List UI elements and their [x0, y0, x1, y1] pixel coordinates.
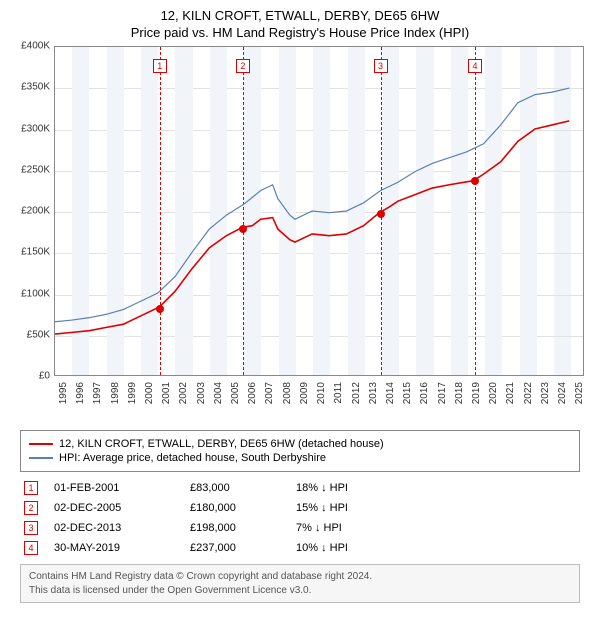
sale-marker-dot — [471, 177, 479, 185]
y-tick-label: £250K — [21, 164, 50, 175]
x-tick-label: 2019 — [471, 382, 482, 404]
y-tick-label: £50K — [27, 329, 50, 340]
sales-row-diff: 7% ↓ HPI — [296, 522, 396, 534]
legend: 12, KILN CROFT, ETWALL, DERBY, DE65 6HW … — [20, 430, 580, 472]
line-series — [55, 47, 583, 375]
x-tick-label: 2009 — [299, 382, 310, 404]
footer-attribution: Contains HM Land Registry data © Crown c… — [20, 564, 580, 603]
x-tick-label: 2006 — [247, 382, 258, 404]
x-tick-label: 2021 — [505, 382, 516, 404]
x-axis: 1995 1996 1997 1998 1999 2000 2001 2002 2003 2004… — [54, 378, 584, 426]
y-tick-label: £150K — [21, 247, 50, 258]
chart: £0£50K£100K£150K£200K£250K£300K£350K£400… — [10, 46, 590, 426]
y-tick-label: £300K — [21, 123, 50, 134]
y-tick-label: £350K — [21, 82, 50, 93]
sales-row-price: £237,000 — [190, 542, 280, 554]
x-tick-label: 2018 — [454, 382, 465, 404]
y-tick-label: £400K — [21, 41, 50, 52]
x-tick-label: 2010 — [316, 382, 327, 404]
sales-row: 2 02-DEC-2005 £180,000 15% ↓ HPI — [20, 498, 580, 518]
x-tick-label: 1998 — [110, 382, 121, 404]
sales-row-price: £83,000 — [190, 482, 280, 494]
sales-row: 3 02-DEC-2013 £198,000 7% ↓ HPI — [20, 518, 580, 538]
x-tick-label: 2008 — [282, 382, 293, 404]
x-tick-label: 1999 — [127, 382, 138, 404]
footer-line: This data is licensed under the Open Gov… — [29, 584, 571, 598]
legend-item: 12, KILN CROFT, ETWALL, DERBY, DE65 6HW … — [29, 438, 571, 450]
x-tick-label: 2014 — [385, 382, 396, 404]
x-tick-label: 2017 — [437, 382, 448, 404]
x-tick-label: 1997 — [92, 382, 103, 404]
x-tick-label: 2012 — [351, 382, 362, 404]
x-tick-label: 1996 — [75, 382, 86, 404]
x-tick-label: 2001 — [161, 382, 172, 404]
plot-area: 1234 — [54, 46, 584, 376]
x-tick-label: 2005 — [230, 382, 241, 404]
x-tick-label: 2013 — [368, 382, 379, 404]
series-property — [55, 121, 569, 334]
legend-label: HPI: Average price, detached house, Sout… — [59, 452, 326, 464]
sale-marker-dot — [156, 305, 164, 313]
legend-label: 12, KILN CROFT, ETWALL, DERBY, DE65 6HW … — [59, 438, 384, 450]
x-tick-label: 2025 — [574, 382, 585, 404]
legend-swatch — [29, 443, 53, 445]
container: 12, KILN CROFT, ETWALL, DERBY, DE65 6HW … — [0, 0, 600, 611]
x-tick-label: 2015 — [402, 382, 413, 404]
chart-title: 12, KILN CROFT, ETWALL, DERBY, DE65 6HW — [10, 8, 590, 23]
y-tick-label: £0 — [39, 371, 50, 382]
sales-table: 1 01-FEB-2001 £83,000 18% ↓ HPI 2 02-DEC-2005… — [20, 478, 580, 558]
x-tick-label: 1995 — [58, 382, 69, 404]
sales-row: 4 30-MAY-2019 £237,000 10% ↓ HPI — [20, 538, 580, 558]
series-hpi — [55, 88, 569, 322]
sales-row-index: 1 — [24, 481, 38, 495]
x-tick-label: 2016 — [419, 382, 430, 404]
x-tick-label: 2011 — [333, 382, 344, 404]
sales-row-price: £198,000 — [190, 522, 280, 534]
sales-row: 1 01-FEB-2001 £83,000 18% ↓ HPI — [20, 478, 580, 498]
sales-row-index: 2 — [24, 501, 38, 515]
sales-row-diff: 18% ↓ HPI — [296, 482, 396, 494]
legend-item: HPI: Average price, detached house, Sout… — [29, 452, 571, 464]
sales-row-date: 30-MAY-2019 — [54, 542, 174, 554]
x-tick-label: 2024 — [557, 382, 568, 404]
sales-row-date: 02-DEC-2013 — [54, 522, 174, 534]
x-tick-label: 2004 — [213, 382, 224, 404]
y-tick-label: £100K — [21, 288, 50, 299]
sales-row-date: 02-DEC-2005 — [54, 502, 174, 514]
sale-marker-dot — [239, 225, 247, 233]
x-tick-label: 2000 — [144, 382, 155, 404]
sale-marker-dot — [377, 210, 385, 218]
x-tick-label: 2023 — [540, 382, 551, 404]
x-tick-label: 2002 — [178, 382, 189, 404]
sales-row-diff: 15% ↓ HPI — [296, 502, 396, 514]
x-tick-label: 2007 — [264, 382, 275, 404]
x-tick-label: 2022 — [523, 382, 534, 404]
footer-line: Contains HM Land Registry data © Crown c… — [29, 570, 571, 584]
x-tick-label: 2003 — [196, 382, 207, 404]
sales-row-index: 3 — [24, 521, 38, 535]
y-axis: £0£50K£100K£150K£200K£250K£300K£350K£400… — [10, 46, 54, 376]
legend-swatch — [29, 457, 53, 459]
sales-row-price: £180,000 — [190, 502, 280, 514]
chart-subtitle: Price paid vs. HM Land Registry's House … — [10, 25, 590, 40]
sales-row-diff: 10% ↓ HPI — [296, 542, 396, 554]
x-tick-label: 2020 — [488, 382, 499, 404]
y-tick-label: £200K — [21, 206, 50, 217]
sales-row-index: 4 — [24, 541, 38, 555]
sales-row-date: 01-FEB-2001 — [54, 482, 174, 494]
